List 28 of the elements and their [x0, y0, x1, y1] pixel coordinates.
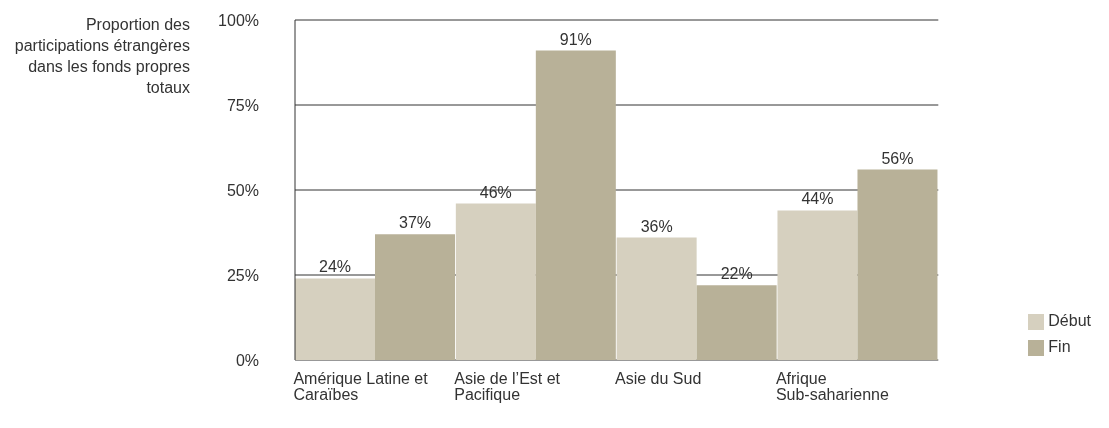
data-label: 56%: [881, 149, 914, 167]
bar: [375, 234, 455, 360]
data-label: 46%: [479, 183, 512, 201]
bar: [696, 285, 777, 360]
legend-label: Fin: [1048, 338, 1071, 355]
legend-label: Début: [1048, 312, 1091, 329]
y-axis-title: Proportion des participations étrangères dans les fonds propres totaux: [13, 15, 190, 98]
data-label: 24%: [318, 258, 352, 276]
x-tick-label: Asie de l’Est et Pacifique: [454, 370, 561, 403]
data-label: 37%: [398, 214, 432, 232]
y-tick-label: 75%: [226, 96, 259, 114]
bar: [535, 50, 616, 360]
data-label: 44%: [801, 190, 834, 208]
y-tick-label: 0%: [235, 351, 259, 369]
bar: [616, 237, 697, 360]
x-tick-label: Amérique Latine et Caraïbes: [293, 370, 429, 403]
bar: [295, 278, 375, 360]
data-label: 36%: [640, 217, 673, 235]
data-label: 91%: [559, 30, 592, 48]
data-label: 22%: [720, 265, 753, 283]
x-tick-label: Afrique Sub-saharienne: [775, 370, 889, 403]
y-tick-label: 25%: [226, 266, 259, 284]
bar: [857, 169, 938, 360]
x-tick-label: Asie du Sud: [615, 370, 702, 387]
y-tick-label: 50%: [226, 181, 259, 199]
bar: [455, 203, 536, 360]
bar: [777, 210, 858, 360]
y-tick-label: 100%: [218, 11, 259, 29]
